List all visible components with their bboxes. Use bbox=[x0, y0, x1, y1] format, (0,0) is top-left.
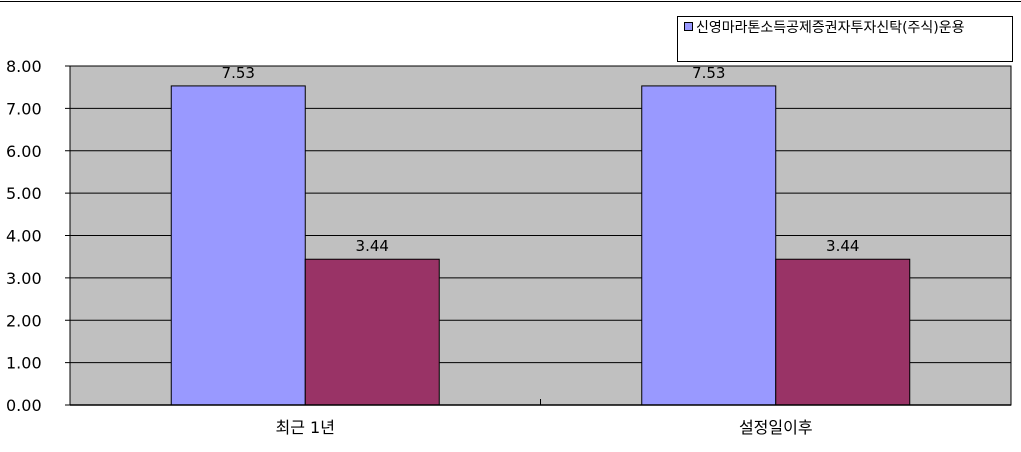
data-labels: 7.53 3.44 7.53 3.44 bbox=[222, 64, 860, 255]
bars bbox=[170, 85, 911, 406]
x-tick-label: 설정일이후 bbox=[739, 418, 813, 437]
data-label: 3.44 bbox=[356, 237, 389, 255]
y-tick-label: 7.00 bbox=[6, 99, 42, 118]
legend-swatch bbox=[684, 22, 693, 31]
y-tick-label: 8.00 bbox=[6, 57, 42, 76]
legend-label: 신영마라톤소득공제증권자투자신탁(주식)운용 bbox=[696, 20, 965, 36]
bar bbox=[304, 258, 440, 406]
y-axis-ticks: 0.00 1.00 2.00 3.00 4.00 5.00 6.00 7.00 8.00 bbox=[6, 57, 70, 415]
bar bbox=[775, 258, 911, 406]
y-tick-label: 6.00 bbox=[6, 142, 42, 161]
bar bbox=[641, 85, 777, 406]
y-tick-label: 0.00 bbox=[6, 396, 42, 415]
y-tick-label: 4.00 bbox=[6, 227, 42, 246]
x-tick-label: 최근 1년 bbox=[276, 418, 335, 437]
y-tick-label: 1.00 bbox=[6, 354, 42, 373]
data-label: 7.53 bbox=[222, 64, 255, 82]
y-tick-label: 5.00 bbox=[6, 184, 42, 203]
data-label: 3.44 bbox=[826, 237, 859, 255]
legend: 신영마라톤소득공제증권자투자신탁(주식)운용 bbox=[677, 16, 1013, 62]
bar bbox=[170, 85, 306, 406]
y-tick-label: 2.00 bbox=[6, 311, 42, 330]
x-axis-ticks: 최근 1년 설정일이후 bbox=[70, 399, 1011, 437]
data-label: 7.53 bbox=[692, 64, 725, 82]
y-tick-label: 3.00 bbox=[6, 269, 42, 288]
